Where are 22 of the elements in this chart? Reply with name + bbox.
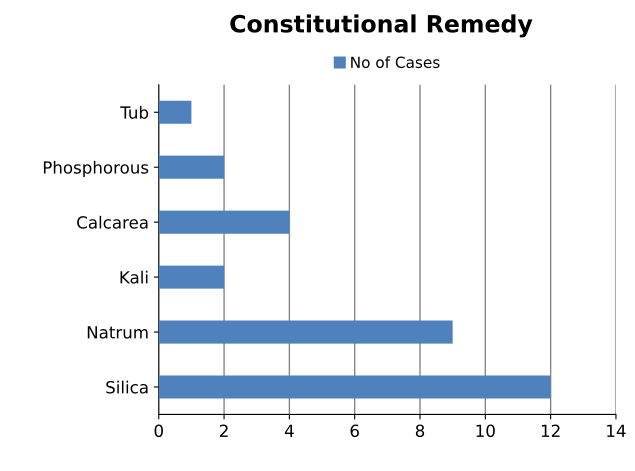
legend-label: No of Cases	[351, 56, 440, 68]
x-tick-label: 2	[220, 424, 228, 437]
bar	[158, 375, 551, 399]
y-tick-label: Tub	[120, 106, 148, 119]
y-tick-label: Calcarea	[77, 216, 148, 229]
x-tick-label: 14	[607, 424, 626, 437]
chart-title: Constitutional Remedy	[230, 14, 532, 38]
x-tick-label: 12	[542, 424, 560, 437]
bar	[158, 100, 192, 124]
x-tick-label: 10	[476, 424, 495, 438]
bar	[158, 266, 224, 289]
y-tick-label: Phosphorous	[44, 160, 148, 178]
bar	[158, 156, 224, 179]
bar	[158, 210, 290, 234]
x-tick-label: 0	[154, 424, 163, 438]
x-tick-label: 6	[350, 424, 359, 438]
y-tick-label: Natrum	[88, 326, 148, 339]
y-tick-label: Silica	[106, 380, 148, 394]
y-tick-label: Kali	[120, 270, 148, 284]
x-tick-label: 4	[284, 424, 294, 437]
x-tick-label: 8	[416, 424, 424, 438]
bar	[158, 320, 453, 344]
